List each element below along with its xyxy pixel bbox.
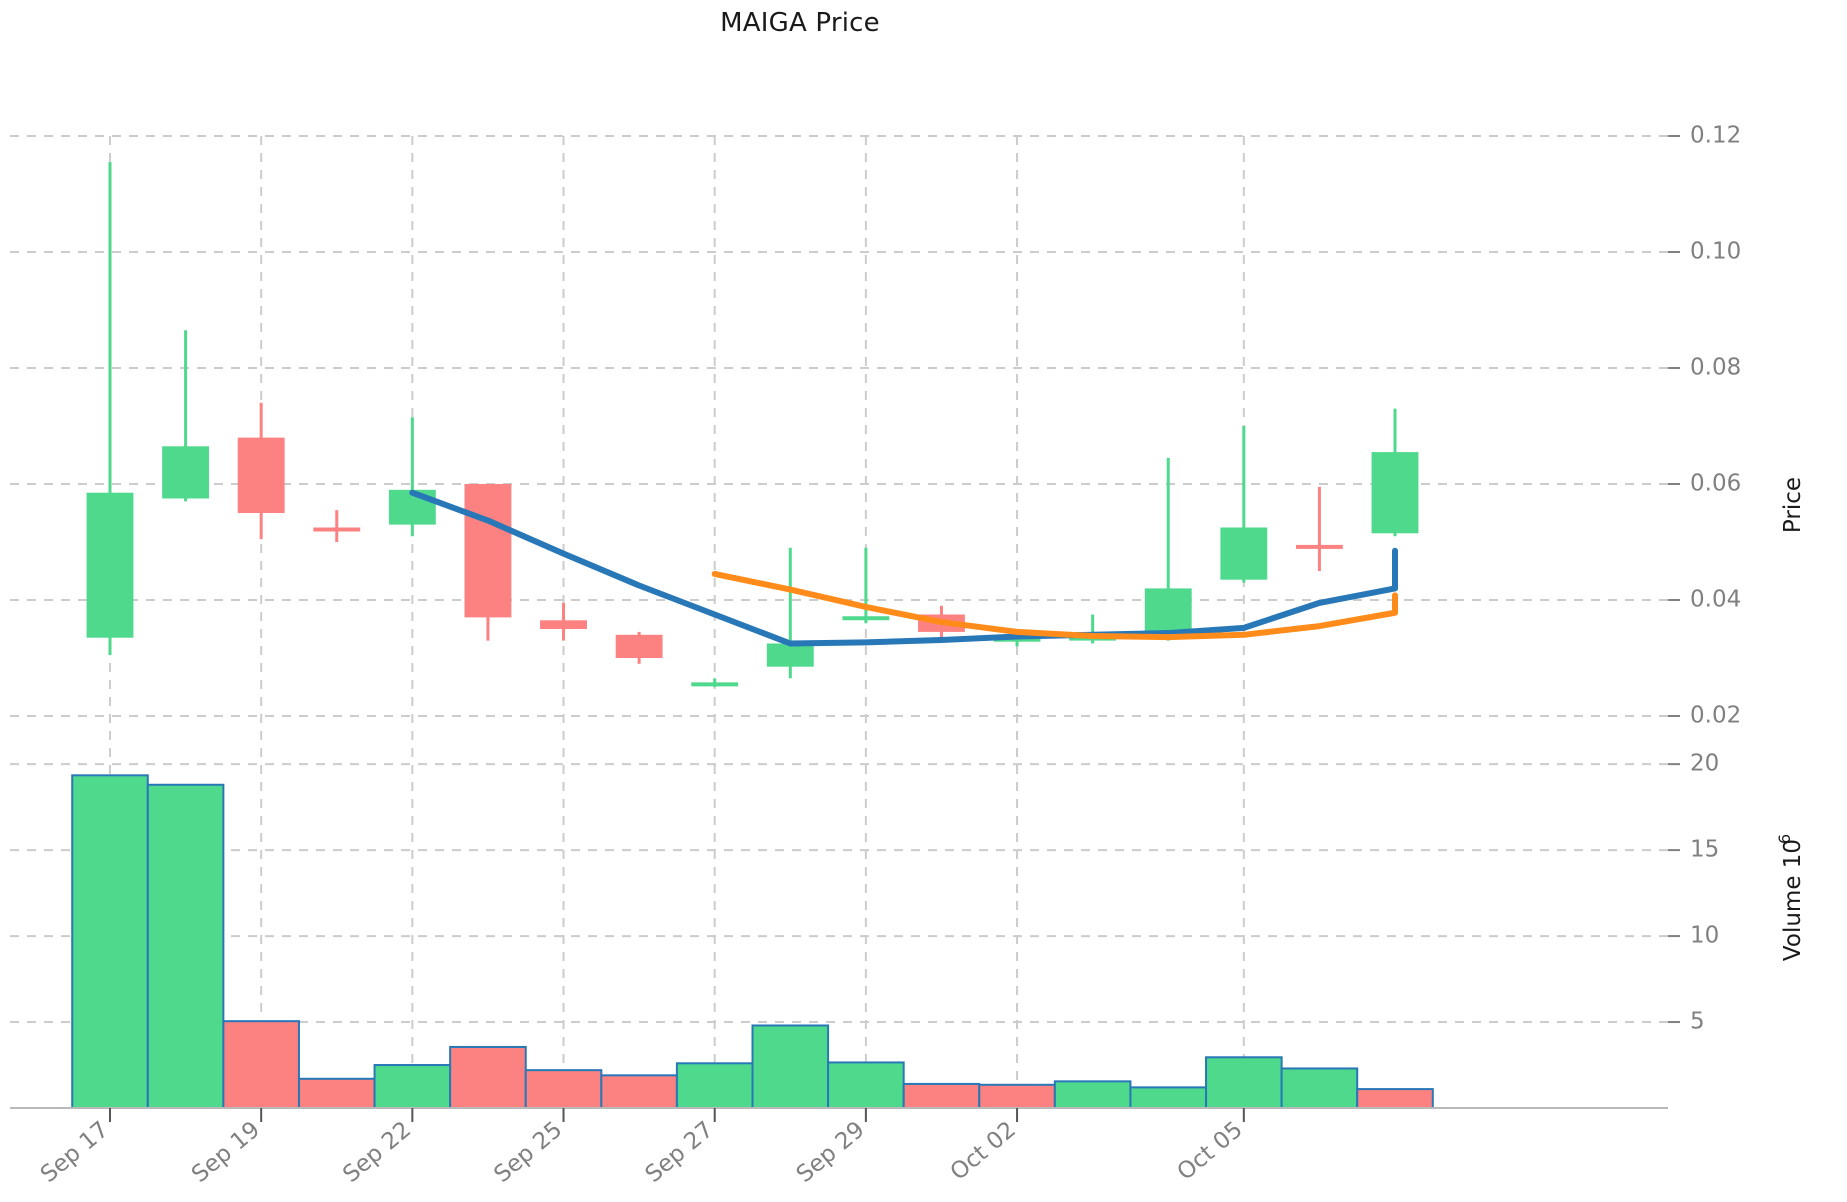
- volume-bar: [1129, 1086, 1208, 1109]
- ma-line-ma-short: [409, 489, 1398, 647]
- candle-body: [615, 634, 663, 658]
- price-axis-title: Price: [1780, 477, 1806, 533]
- xtick-label-1: Sep 19: [187, 1117, 265, 1188]
- xtick-label-2: Sep 22: [338, 1117, 416, 1188]
- ytick-label-price-2: 0.08: [1690, 355, 1741, 381]
- candlestick-series: [86, 162, 1419, 687]
- volume-axis-exponent: 6: [1775, 834, 1794, 844]
- volume-bar: [1356, 1088, 1434, 1110]
- candle-body: [766, 643, 814, 667]
- candle-body: [540, 620, 587, 629]
- ytick-label-price-0: 0.12: [1690, 123, 1741, 149]
- candle-body: [86, 492, 134, 638]
- xtick-label-0: Sep 17: [36, 1117, 114, 1188]
- xtick-label-5: Sep 29: [792, 1117, 870, 1188]
- volume-bar: [902, 1082, 981, 1109]
- candle-body: [1220, 527, 1268, 580]
- volume-bar: [827, 1061, 905, 1110]
- volume-bar: [146, 783, 225, 1109]
- xtick-label-4: Sep 27: [641, 1117, 719, 1188]
- ytick-label-volume-1: 15: [1690, 837, 1719, 863]
- xtick-label-7: Oct 05: [1172, 1117, 1247, 1186]
- candle-body: [993, 637, 1041, 642]
- volume-bar: [71, 774, 149, 1109]
- ytick-label-price-1: 0.10: [1690, 239, 1741, 265]
- chart-title: MAIGA Price: [720, 8, 880, 38]
- candle-body: [162, 446, 210, 499]
- volume-bar: [751, 1024, 830, 1109]
- volume-bar: [449, 1045, 527, 1110]
- axis-labels: 0.12 0.10 0.08 0.06 0.04 0.02 20 15 10 5 Sep 17 Sep…: [36, 123, 1806, 1188]
- candle-body: [842, 616, 890, 621]
- volume-axis-title-text: Volume 10: [1780, 839, 1806, 961]
- volume-bar: [1205, 1056, 1283, 1110]
- ytick-label-price-3: 0.06: [1690, 471, 1741, 497]
- moving-average-lines: [409, 489, 1398, 647]
- volume-bar: [1053, 1080, 1132, 1109]
- volume-bar: [297, 1077, 376, 1110]
- ytick-label-price-4: 0.04: [1690, 587, 1741, 613]
- candle-body: [1371, 452, 1419, 534]
- ma-line-ma-long: [711, 570, 1398, 641]
- volume-bar: [600, 1074, 678, 1110]
- volume-bar: [524, 1069, 603, 1109]
- candle-body: [1295, 544, 1343, 549]
- volume-bar: [675, 1062, 754, 1109]
- gridlines: [10, 135, 1668, 1108]
- ytick-label-volume-0: 20: [1690, 751, 1719, 777]
- ytick-label-volume-3: 5: [1690, 1009, 1705, 1035]
- candle-body: [313, 527, 361, 532]
- xtick-label-6: Oct 02: [946, 1117, 1021, 1186]
- volume-bar: [222, 1020, 300, 1109]
- volume-axis-title: Volume 106: [1775, 834, 1806, 961]
- volume-bar: [373, 1064, 452, 1110]
- ytick-label-volume-2: 10: [1690, 923, 1719, 949]
- candle-body: [464, 484, 512, 618]
- volume-bars: [71, 774, 1434, 1110]
- volume-bar: [1280, 1067, 1359, 1110]
- axes: [10, 135, 1680, 1122]
- xtick-label-3: Sep 25: [489, 1117, 567, 1188]
- ytick-label-price-5: 0.02: [1690, 703, 1741, 729]
- candle-body: [237, 437, 285, 513]
- volume-bar: [978, 1083, 1056, 1109]
- candle-body: [691, 682, 739, 687]
